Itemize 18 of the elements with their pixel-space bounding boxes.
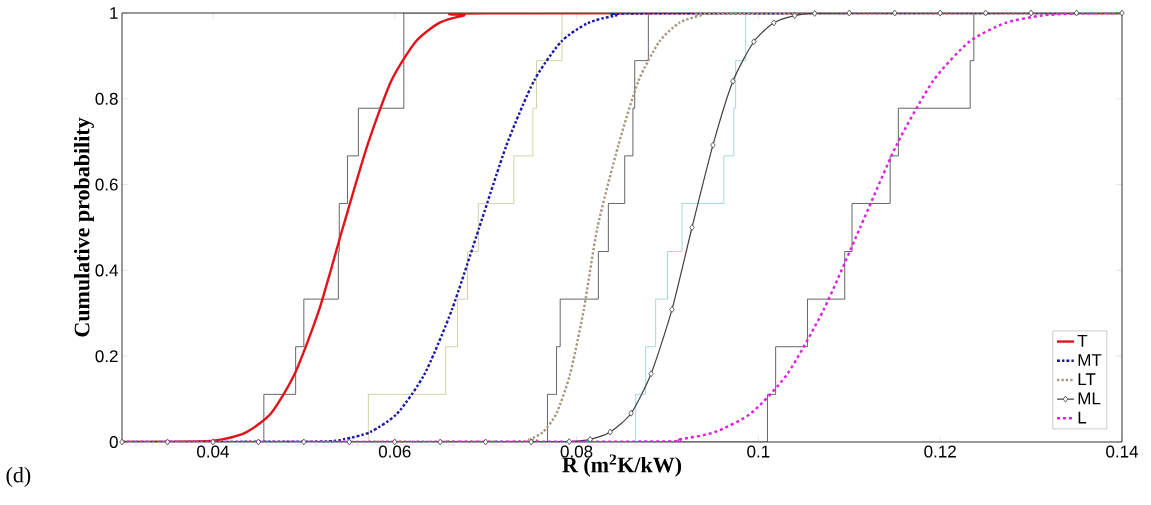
y-tick-label: 0.6 — [95, 178, 118, 191]
text: (d) — [6, 467, 31, 487]
x-tick-label: 0.12 — [924, 445, 956, 458]
legend-label: L — [1078, 411, 1087, 424]
x-tick-label: 0.06 — [378, 445, 411, 458]
x-tick-label: 0.14 — [1106, 445, 1139, 458]
y-tick-label: 0.8 — [95, 92, 118, 105]
y-tick-label: 0 — [109, 435, 118, 449]
legend-label: ML — [1078, 392, 1101, 405]
y-tick-label: 0.4 — [95, 264, 118, 277]
x-tick-label: 0.1 — [747, 445, 770, 458]
y-axis-title: Cumulative probability — [73, 117, 94, 337]
y-tick-label: 0.2 — [95, 350, 118, 363]
legend-label: MT — [1078, 354, 1102, 366]
x-tick-label: 0.04 — [197, 445, 229, 458]
y-tick-label: 1 — [110, 7, 118, 19]
legend-label: T — [1077, 334, 1088, 347]
legend-label: LT — [1078, 373, 1096, 386]
